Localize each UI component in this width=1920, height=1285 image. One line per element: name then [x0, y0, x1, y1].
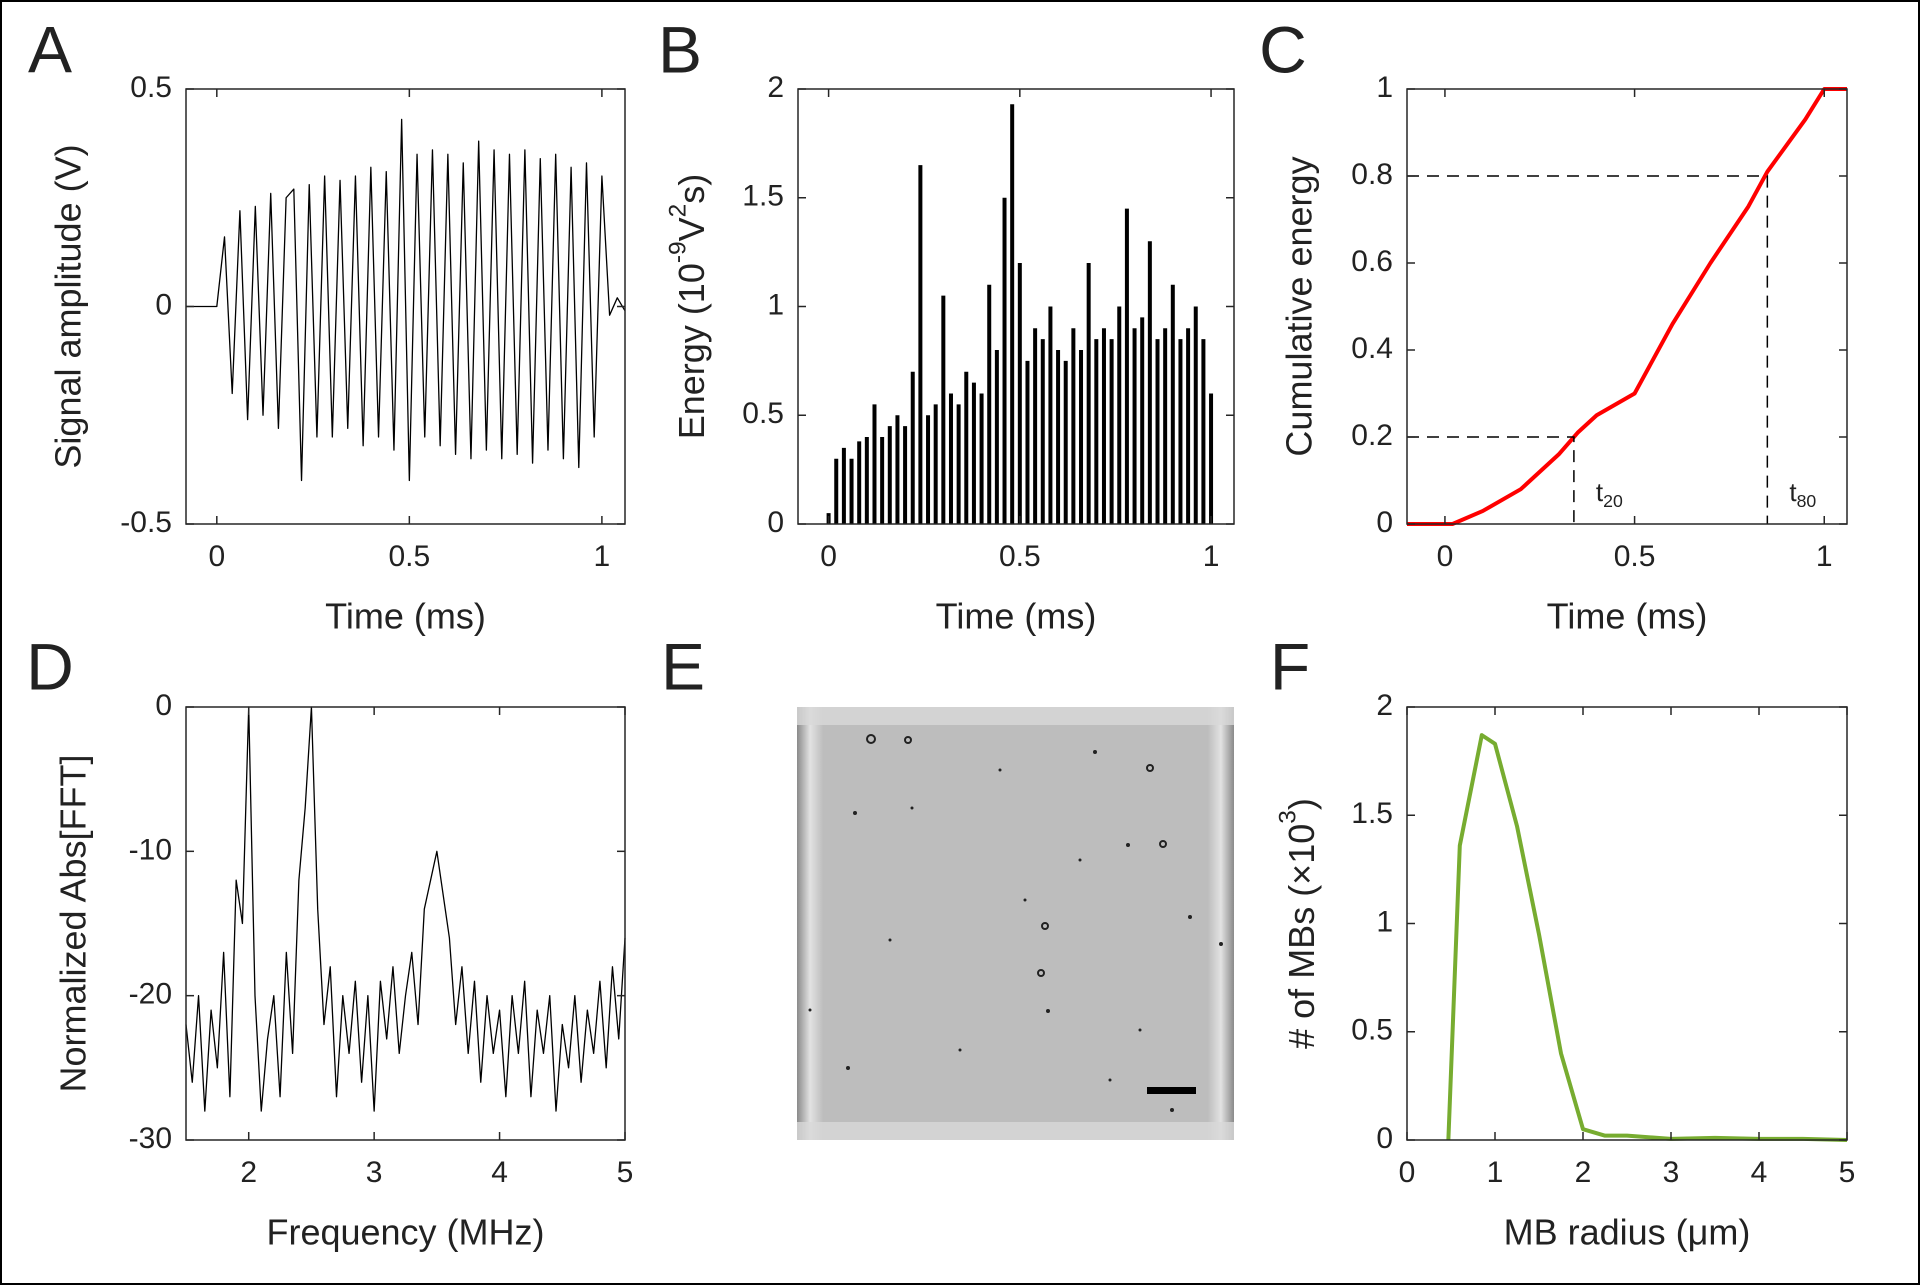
- panel-letter: E: [661, 629, 705, 703]
- panel-letter: C: [1259, 12, 1307, 86]
- x-tick-label: 2: [240, 1156, 257, 1189]
- particles: [808, 734, 1223, 1112]
- x-axis-label: Time (ms): [1547, 596, 1708, 637]
- data-line: [186, 118, 626, 482]
- y-tick-label: 0.5: [742, 397, 784, 430]
- y-axis-label: Cumulative energy: [1279, 156, 1320, 456]
- y-tick-label: -30: [129, 1122, 172, 1155]
- y-axis-label-part: s): [671, 174, 712, 204]
- x-tick-label: 5: [1839, 1156, 1856, 1189]
- x-tick-label: 0: [208, 540, 225, 573]
- y-axis-label-part: Energy (10: [671, 263, 712, 439]
- x-tick-label: 3: [1663, 1156, 1680, 1189]
- y-tick-label: 0: [155, 288, 172, 321]
- y-axis-label-part: # of MBs (×10: [1281, 824, 1322, 1049]
- data-line: [1407, 87, 1847, 526]
- y-axis-label: Signal amplitude (V): [48, 144, 89, 468]
- y-tick-label: 1.5: [1351, 797, 1393, 830]
- axes: 0 1 2 3 4 5 0 0.5 1 1.5 2: [1351, 689, 1855, 1189]
- data-line: [1446, 733, 1848, 1142]
- x-tick-label: 1: [1816, 540, 1833, 573]
- micrograph: [797, 707, 1234, 1140]
- x-tick-label: 4: [1751, 1156, 1768, 1189]
- x-tick-label: 2: [1575, 1156, 1592, 1189]
- y-tick-label: -20: [129, 978, 172, 1011]
- reference-line: [1407, 436, 1575, 524]
- axes: 2 3 4 5 -30 -20 -10 0: [129, 689, 634, 1189]
- y-tick-label: 0.2: [1351, 419, 1393, 452]
- y-tick-label: 1: [1376, 71, 1393, 104]
- axes: 0 0.5 1 0 0.5 1 1.5 2: [742, 71, 1235, 573]
- x-tick-label: 0.5: [999, 540, 1041, 573]
- reference-line: [1407, 175, 1769, 524]
- x-axis-label: MB radius (μm): [1504, 1212, 1751, 1253]
- reference-label: t20: [1596, 477, 1623, 511]
- scale-bar: [1147, 1087, 1196, 1094]
- reference-label-part: t: [1789, 477, 1797, 507]
- y-axis-label: # of MBs (×103): [1275, 798, 1321, 1049]
- y-axis-label-part: ): [1281, 798, 1322, 810]
- axes-box: [797, 88, 1235, 525]
- axes: 0 0.5 1 -0.5 0 0.5: [120, 71, 626, 573]
- x-tick-label: 1: [1203, 540, 1220, 573]
- x-tick-label: 0: [820, 540, 837, 573]
- reference-label-part: t: [1596, 477, 1604, 507]
- axes: 0 0.5 1 0 0.2 0.4 0.6 0.8 1: [1351, 71, 1848, 573]
- y-tick-label: 1: [767, 288, 784, 321]
- x-tick-label: 0: [1437, 540, 1454, 573]
- y-axis-label-part: V: [671, 217, 712, 241]
- y-tick-label: 1: [1376, 905, 1393, 938]
- image-edge: [797, 1122, 1234, 1140]
- panel-letter: D: [26, 629, 74, 703]
- y-axis-label-part: 3: [1275, 810, 1302, 824]
- y-tick-label: 2: [1376, 689, 1393, 722]
- y-axis-label-part: 2: [665, 204, 692, 218]
- y-tick-label: 1.5: [742, 180, 784, 213]
- y-tick-label: 0.5: [1351, 1014, 1393, 1047]
- x-tick-label: 1: [594, 540, 611, 573]
- x-tick-label: 0.5: [388, 540, 430, 573]
- data-line: [185, 706, 626, 1112]
- image-edge: [797, 707, 1234, 725]
- image-background: [797, 707, 1234, 1140]
- reference-label-part: 80: [1797, 490, 1817, 510]
- x-tick-label: 1: [1487, 1156, 1504, 1189]
- y-tick-label: -0.5: [120, 506, 172, 539]
- y-axis-label: Normalized Abs[FFT]: [53, 754, 94, 1092]
- y-tick-label: -10: [129, 833, 172, 866]
- y-tick-label: 2: [767, 71, 784, 104]
- axes-box: [185, 706, 626, 1141]
- x-tick-label: 0: [1399, 1156, 1416, 1189]
- y-tick-label: 0: [155, 689, 172, 722]
- y-axis-label-part: -9: [665, 241, 692, 263]
- y-tick-label: 0.4: [1351, 332, 1393, 365]
- panel-letter: A: [28, 12, 72, 86]
- y-tick-label: 0: [1376, 506, 1393, 539]
- axes-box: [1406, 88, 1848, 525]
- x-tick-label: 4: [491, 1156, 508, 1189]
- y-tick-label: 0: [1376, 1122, 1393, 1155]
- y-tick-label: 0.5: [130, 71, 172, 104]
- reference-label-part: 20: [1603, 490, 1623, 510]
- panel-letter: F: [1270, 629, 1310, 703]
- x-axis-label: Time (ms): [936, 596, 1097, 637]
- x-tick-label: 0.5: [1614, 540, 1656, 573]
- x-tick-label: 5: [617, 1156, 634, 1189]
- panel-letter: B: [658, 12, 702, 86]
- y-tick-label: 0: [767, 506, 784, 539]
- x-axis-label: Frequency (MHz): [266, 1212, 544, 1253]
- y-axis-label: Energy (10-9V2s): [665, 174, 711, 440]
- reference-label: t80: [1789, 477, 1816, 511]
- y-tick-label: 0.6: [1351, 245, 1393, 278]
- y-tick-label: 0.8: [1351, 158, 1393, 191]
- x-axis-label: Time (ms): [325, 596, 486, 637]
- x-tick-label: 3: [366, 1156, 383, 1189]
